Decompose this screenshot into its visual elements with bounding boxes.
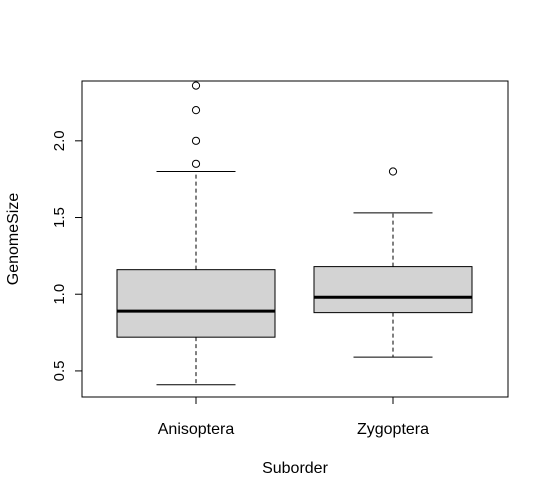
iqr-box (116, 269, 276, 338)
x-tick-label: Zygoptera (357, 421, 429, 438)
y-tick-label: 2.0 (51, 130, 68, 151)
outlier-point (191, 136, 201, 145)
box-zygoptera (313, 167, 473, 358)
x-axis-label: Suborder (262, 460, 328, 477)
outlier-point (191, 159, 201, 168)
y-axis: 0.5 1.0 1.5 2.0 (51, 130, 83, 381)
y-tick-label: 1.5 (51, 207, 68, 228)
plot-frame (81, 80, 509, 398)
x-axis: Anisoptera Zygoptera (158, 396, 429, 438)
iqr-box (313, 266, 473, 314)
box-anisoptera (116, 81, 276, 386)
box-group (116, 81, 473, 386)
x-tick-label: Anisoptera (158, 421, 235, 438)
outlier-point (191, 81, 201, 90)
y-axis-label: GenomeSize (5, 193, 22, 286)
outlier-point (388, 167, 398, 176)
y-tick-label: 1.0 (51, 284, 68, 305)
y-tick-label: 0.5 (51, 360, 68, 381)
outlier-point (191, 106, 201, 115)
